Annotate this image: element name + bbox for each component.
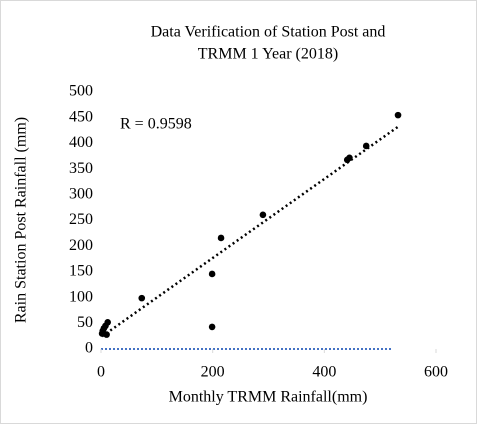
y-tick-label: 400 — [69, 134, 93, 151]
y-tick-label: 100 — [69, 288, 93, 305]
point — [138, 294, 146, 302]
y-tick-label: 300 — [69, 185, 93, 202]
y-tick-label: 250 — [69, 211, 93, 228]
point — [346, 154, 353, 162]
y-axis-label: Rain Station Post Rainfall (mm) — [13, 117, 30, 323]
x-tick-label: 0 — [97, 364, 105, 381]
point — [217, 234, 225, 242]
x-tick-label: 600 — [424, 364, 448, 381]
chart-title-line: Data Verification of Station Post and — [151, 24, 386, 41]
point — [104, 318, 111, 326]
x-axis-label: Monthly TRMM Rainfall(mm) — [169, 389, 368, 406]
chart-title-line: TRMM 1 Year (2018) — [198, 46, 338, 63]
point — [208, 323, 216, 331]
point — [362, 142, 370, 150]
annotation: R = 0.9598 — [120, 116, 192, 133]
point — [394, 111, 402, 119]
y-tick-label: 200 — [69, 237, 93, 254]
point — [99, 327, 106, 335]
y-tick-label: 350 — [69, 160, 93, 177]
trendline — [101, 125, 399, 338]
x-tick-label: 200 — [201, 364, 225, 381]
y-tick-label: 150 — [69, 263, 93, 280]
point — [259, 211, 267, 219]
y-tick-label: 0 — [85, 340, 93, 357]
x-tick-label: 400 — [312, 364, 336, 381]
y-tick-label: 450 — [69, 108, 93, 125]
point — [208, 270, 216, 278]
y-tick-label: 500 — [69, 83, 93, 100]
y-tick-label: 50 — [77, 314, 93, 331]
